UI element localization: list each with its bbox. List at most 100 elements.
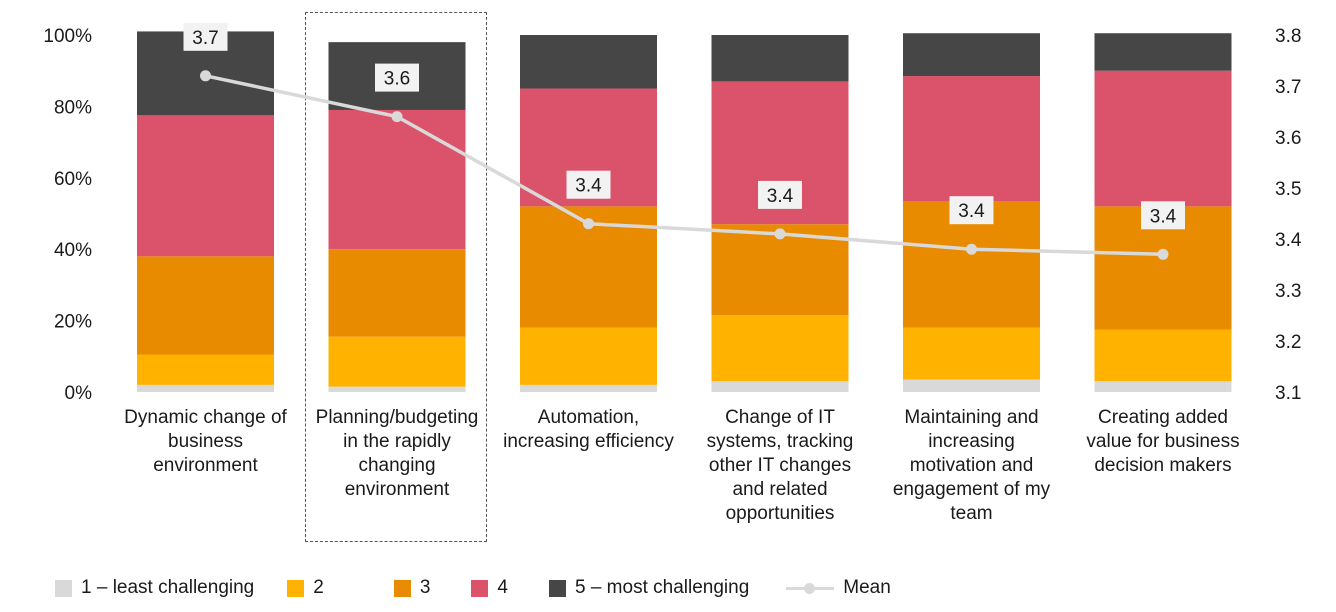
bar-segment-cat6-series2 [1094,329,1232,382]
mean-point [966,243,977,255]
category-label-line: Creating added [1098,407,1228,428]
legend-item-2: 2 [287,577,324,599]
legend-item-5: 5 – most challenging [548,577,750,599]
bar-segment-cat1-series2 [137,354,274,385]
legend: 1 – least challenging 2 3 4 5 – most cha… [55,575,891,601]
bar-segment-cat3-series2 [520,327,657,385]
legend-swatch-1 [55,579,72,597]
bar-segment-cat5-series1 [903,379,1040,392]
category-label: Automation, increasing efficiency [494,406,684,454]
mean-point [774,228,786,240]
mean-label-box [949,196,994,225]
legend-swatch-3 [393,579,411,597]
legend-label-2: 2 [313,577,324,598]
category-label: Maintaining and increasing motivation and e… [877,406,1067,526]
bar-segment-cat1-series4 [137,115,274,257]
bars-group [137,31,1232,392]
category-label-line: environment [153,455,258,476]
category-label-line: and related [732,479,828,500]
category-label-line: environment [344,479,450,500]
right-tick-label: 3.7 [1275,77,1301,98]
category-label-line: other IT changes [708,455,852,476]
bar-segment-cat5-series5 [903,33,1040,77]
mean-line [205,74,1164,257]
category-label-line: Automation, [537,407,640,428]
category-label: Change of IT systems, tracking other IT ch… [685,406,875,526]
mean-label-box [758,180,802,209]
right-tick-label: 3.5 [1275,179,1301,200]
bar-segment-cat6-series1 [1094,381,1232,392]
mean-data-label: 3.7 [192,28,218,49]
category-label-line: Maintaining and [904,407,1039,428]
category-label-line: in the rapidly [343,431,451,452]
category-label-line: changing [358,455,436,476]
legend-label-5: 5 – most challenging [574,577,750,598]
bar-segment-cat3-series1 [520,384,657,392]
mean-label-box [183,22,228,51]
mean-data-label: 3.4 [767,186,794,207]
mean-data-label: 3.4 [958,201,985,222]
right-axis-ticks: 3.1 3.2 3.3 3.4 3.5 3.6 3.7 3.8 [1275,26,1302,404]
legend-item-mean: Mean [786,577,891,599]
bar-segment-cat2-series2 [328,336,466,387]
category-label-line: Planning/budgeting [315,407,479,428]
category-label-line: systems, tracking [706,431,854,452]
mean-point [391,111,403,123]
left-tick-label: 0% [65,383,93,404]
category-label-line: increasing efficiency [503,431,674,452]
bar-segment-cat2-series3 [328,249,466,337]
bar-segment-cat6-series4 [1094,70,1232,207]
category-label-line: business [168,431,243,452]
category-label-line: opportunities [725,503,835,524]
left-tick-label: 20% [54,312,92,333]
right-tick-label: 3.2 [1275,332,1301,353]
legend-swatch-5 [548,579,566,597]
category-label-line: motivation and [909,455,1034,476]
category-label-line: increasing [928,431,1015,452]
category-label-line: value for business [1086,431,1240,452]
legend-swatch-4 [471,579,489,597]
mean-point [1157,248,1169,260]
legend-label-1: 1 – least challenging [81,577,255,598]
mean-point [200,70,211,82]
category-label-line: Change of IT [725,407,835,428]
category-label: Planning/budgeting in the rapidly changing… [302,406,492,502]
left-axis-ticks: 0% 20% 40% 60% 80% 100% [43,26,92,404]
bar-segment-cat2-series4 [328,109,466,250]
bar-segment-cat4-series1 [711,381,849,392]
left-tick-label: 80% [54,97,92,118]
mean-data-label: 3.4 [575,176,602,197]
category-label-line: Dynamic change of [124,407,287,428]
left-tick-label: 100% [43,26,92,47]
legend-label-4: 4 [497,577,508,598]
bar-segment-cat3-series5 [520,35,657,89]
right-tick-label: 3.3 [1275,281,1301,302]
legend-item-4: 4 [471,577,508,599]
bar-segment-cat4-series2 [711,315,849,382]
mean-line-group: 3.7 3.6 3.4 3.4 3.4 3.4 [183,22,1185,260]
left-tick-label: 60% [54,169,92,190]
mean-label-box [375,63,419,92]
category-label: Creating added value for business decision… [1068,406,1258,478]
mean-point [583,218,594,230]
category-label-line: engagement of my [892,479,1051,500]
highlighted-category-box [305,12,487,542]
left-tick-label: 40% [54,240,92,261]
right-tick-label: 3.1 [1275,383,1301,404]
legend-label-mean: Mean [843,577,891,598]
bar-segment-cat6-series5 [1094,33,1232,71]
legend-swatch-2 [287,579,305,597]
legend-item-3: 3 [393,577,430,599]
mean-label-box [1141,201,1185,230]
bar-segment-cat5-series4 [903,76,1040,202]
bar-segment-cat5-series2 [903,327,1040,380]
mean-data-label: 3.6 [384,69,410,90]
legend-item-1: 1 – least challenging [55,577,254,599]
category-label: Dynamic change of business environment [111,406,301,478]
mean-data-label: 3.4 [1150,206,1177,227]
category-label-line: team [950,503,993,524]
right-tick-label: 3.4 [1275,230,1302,251]
right-tick-label: 3.6 [1275,128,1301,149]
bar-segment-cat4-series5 [711,35,849,82]
